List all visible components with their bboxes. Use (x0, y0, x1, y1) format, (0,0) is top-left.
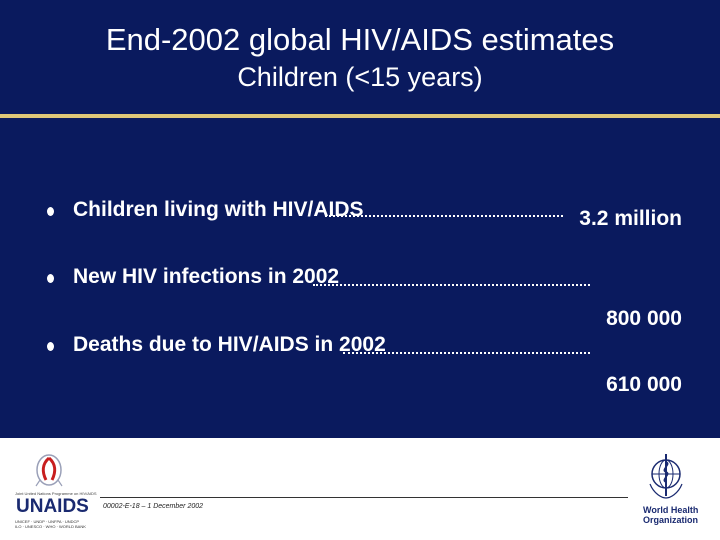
unaids-ribbon-icon (35, 454, 63, 487)
who-line: Organization (643, 515, 699, 525)
footer-rule (100, 497, 628, 498)
who-line: World Health (643, 505, 699, 515)
unaids-tagline: Joint United Nations Programme on HIV/AI… (15, 491, 97, 496)
slide-subtitle: Children (<15 years) (237, 62, 483, 92)
unaids-sponsors-line: ILO · UNESCO · WHO · WORLD BANK (15, 524, 86, 529)
item-new-infections: New HIV infections in 2002 (73, 265, 340, 288)
who-logo-text: World Health Organization (643, 505, 698, 525)
title-divider (0, 114, 720, 118)
unaids-logo-text: UNAIDS (16, 496, 89, 517)
slide-reference: 00002-E-18 – 1 December 2002 (103, 503, 204, 510)
slide-body: End-2002 global HIV/AIDS estimates Child… (0, 0, 720, 438)
unaids-sponsors: UNICEF · UNDP · UNFPA · UNDCP ILO · UNES… (15, 519, 105, 529)
leader-dots (343, 352, 590, 354)
item-deaths: Deaths due to HIV/AIDS in 2002 (73, 333, 386, 356)
who-emblem-icon (649, 454, 683, 499)
value-new-infections: 800 000 (606, 307, 682, 330)
unaids-sponsors-line: UNICEF · UNDP · UNFPA · UNDCP (15, 519, 80, 524)
footer (0, 438, 720, 540)
value-children-living: 3.2 million (579, 207, 682, 230)
value-deaths: 610 000 (606, 373, 682, 396)
leader-dots (325, 215, 563, 217)
leader-dots (313, 284, 590, 286)
bullet-icon (47, 274, 54, 283)
slide-title: End-2002 global HIV/AIDS estimates (105, 22, 615, 57)
bullet-icon (47, 207, 54, 216)
bullet-icon (47, 342, 54, 351)
item-children-living: Children living with HIV/AIDS (73, 198, 364, 221)
